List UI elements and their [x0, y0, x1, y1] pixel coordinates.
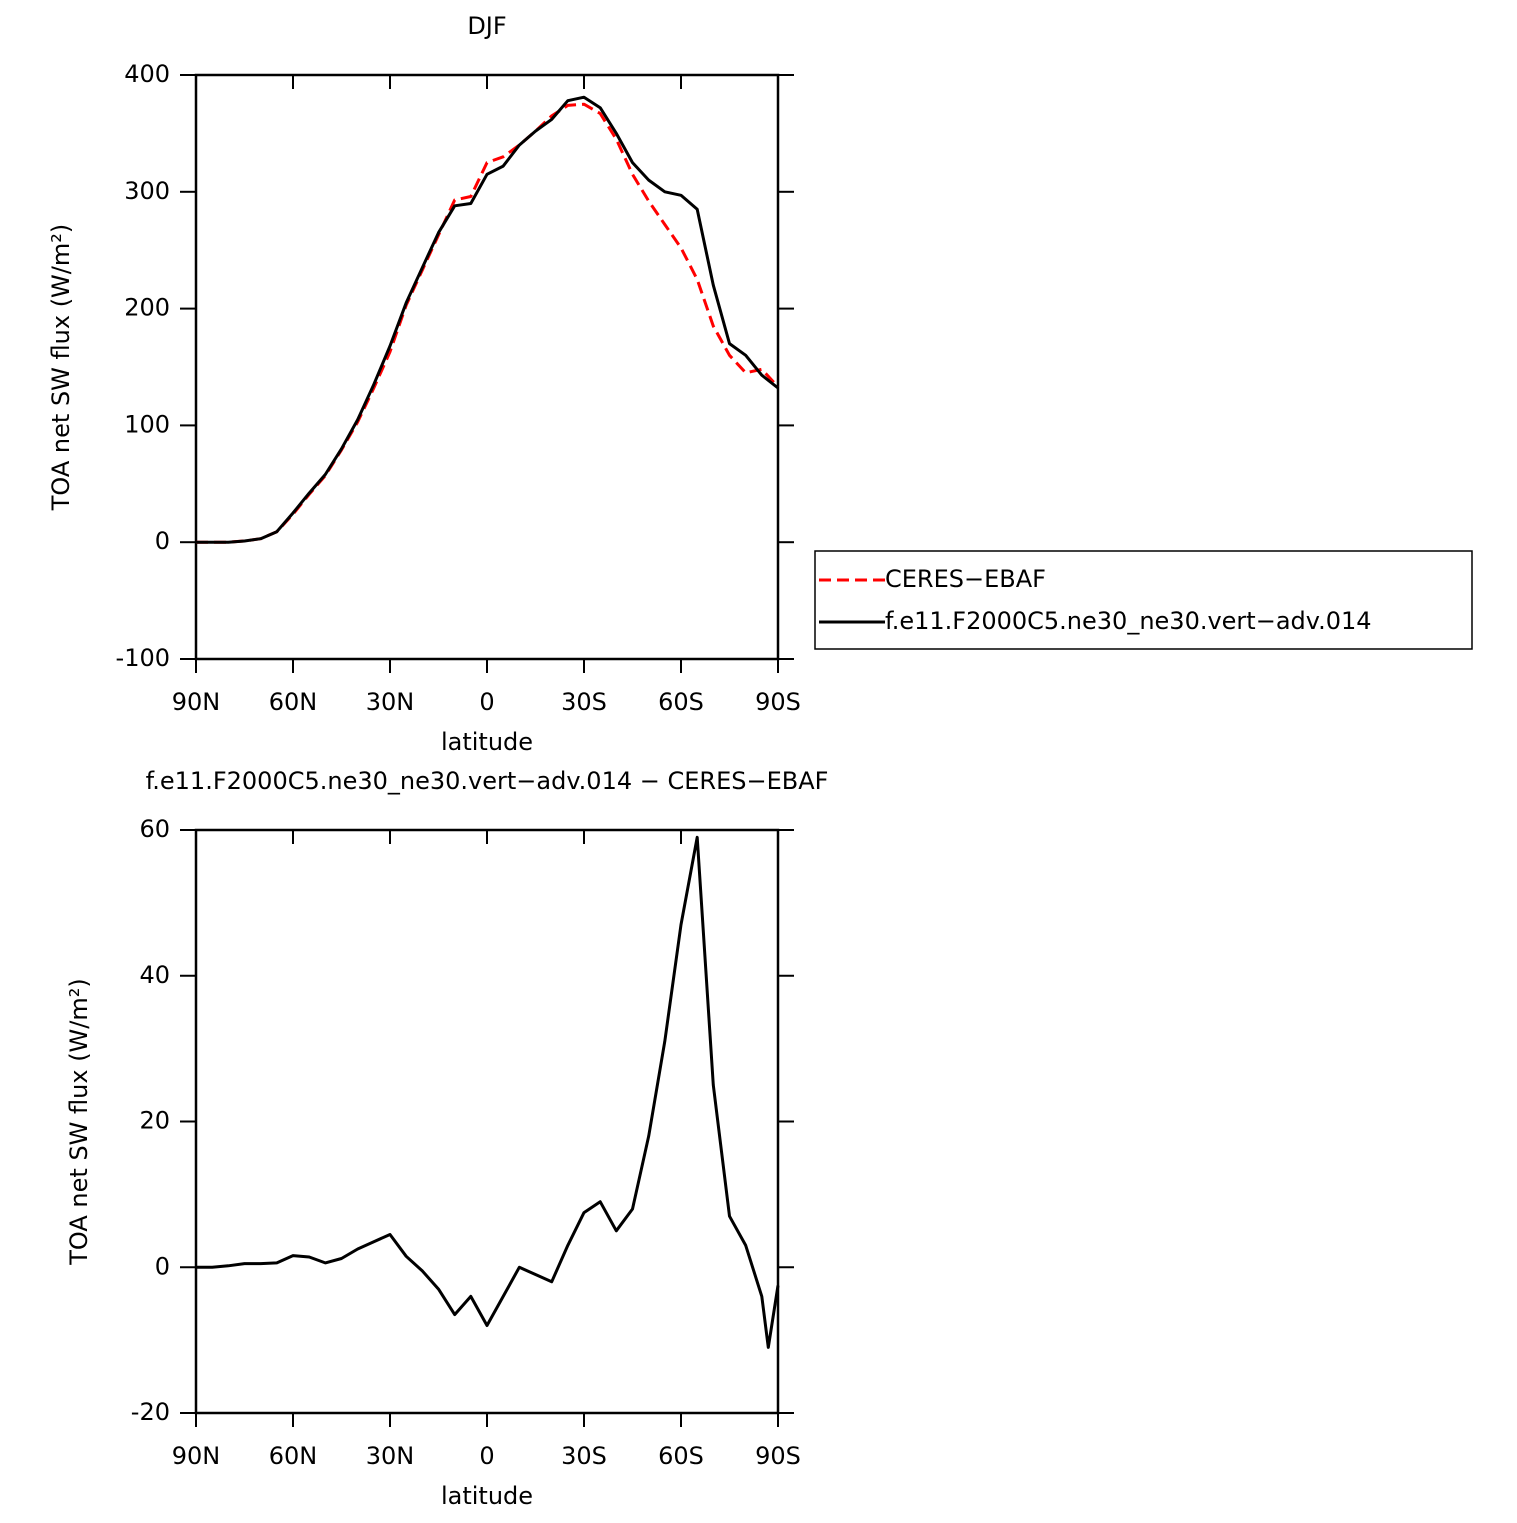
- data-line: [196, 835, 780, 1349]
- x-tick-label: 60N: [269, 1442, 318, 1470]
- y-tick-label: 60: [139, 815, 170, 843]
- y-tick-label: -100: [116, 644, 170, 672]
- x-tick-label: 0: [479, 688, 494, 716]
- data-line: [196, 102, 780, 544]
- x-tick-label: 90S: [755, 688, 801, 716]
- y-axis-label: TOA net SW flux (W/m²): [47, 224, 75, 512]
- y-tick-label: 400: [124, 60, 170, 88]
- x-tick-label: 60S: [658, 1442, 704, 1470]
- y-tick-label: 100: [124, 410, 170, 438]
- x-tick-label: 60N: [269, 688, 318, 716]
- x-tick-label: 30N: [366, 688, 415, 716]
- x-axis-label: latitude: [441, 1482, 533, 1510]
- y-tick-label: 200: [124, 294, 170, 322]
- chart-title: DJF: [467, 12, 506, 40]
- data-line: [196, 95, 779, 544]
- chart-title: f.e11.F2000C5.ne30_ne30.vert−adv.014 − C…: [146, 767, 829, 795]
- y-tick-label: 40: [139, 961, 170, 989]
- x-tick-label: 60S: [658, 688, 704, 716]
- y-tick-label: 0: [155, 527, 170, 555]
- y-tick-label: 300: [124, 177, 170, 205]
- x-tick-label: 90S: [755, 1442, 801, 1470]
- x-tick-label: 0: [479, 1442, 494, 1470]
- plot-frame: [194, 828, 780, 1415]
- x-tick-label: 30S: [561, 1442, 607, 1470]
- x-tick-label: 30N: [366, 1442, 415, 1470]
- legend-label: f.e11.F2000C5.ne30_ne30.vert−adv.014: [885, 607, 1372, 635]
- y-axis-label: TOA net SW flux (W/m²): [65, 978, 93, 1266]
- plot-frame: [194, 73, 780, 661]
- legend-label: CERES−EBAF: [885, 565, 1046, 593]
- y-tick-label: 20: [139, 1107, 170, 1135]
- x-tick-label: 90N: [172, 1442, 221, 1470]
- x-tick-label: 30S: [561, 688, 607, 716]
- legend-box: [814, 550, 1473, 650]
- x-axis-label: latitude: [441, 728, 533, 756]
- y-tick-label: 0: [155, 1252, 170, 1280]
- x-tick-label: 90N: [172, 688, 221, 716]
- y-tick-label: -20: [131, 1398, 170, 1426]
